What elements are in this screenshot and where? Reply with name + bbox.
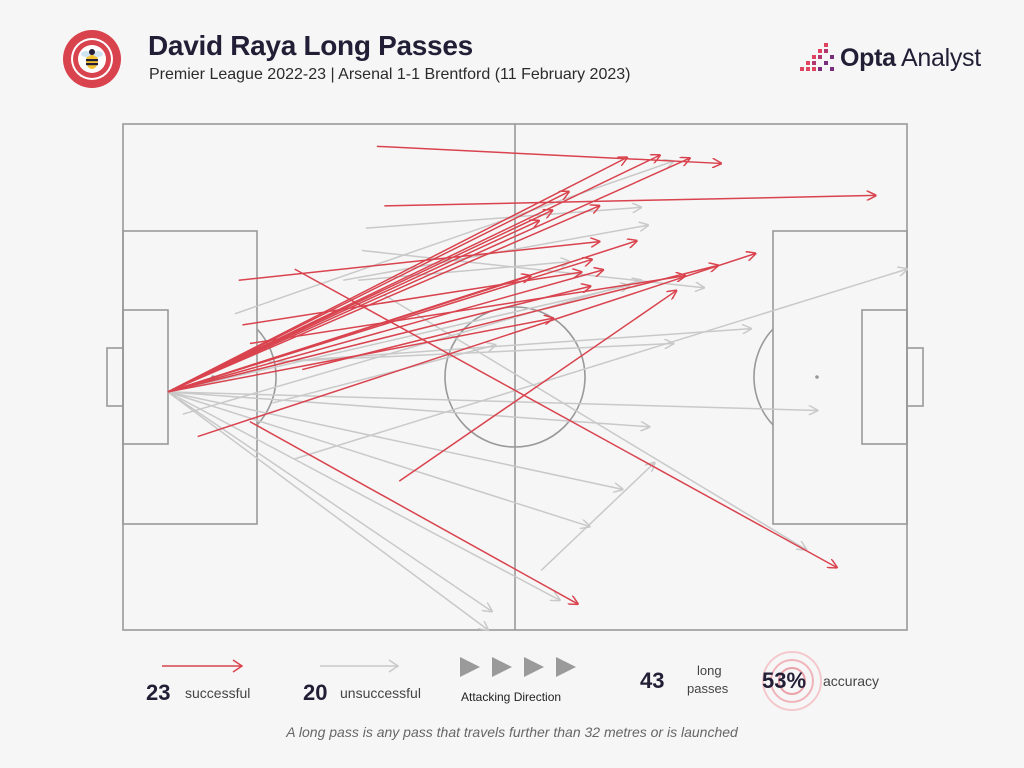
unsuccessful-passes [167,161,907,630]
successful-passes [167,145,876,604]
successful-pass-arrow [167,221,539,393]
successful-pass-arrow [167,276,531,393]
successful-pass-arrow [167,158,690,393]
total-long-passes: 43 [640,668,665,693]
unsuccessful-label: unsuccessful [340,685,421,701]
successful-pass-arrow [167,206,600,393]
successful-pass-arrow [249,420,578,604]
successful-pass-arrow [167,157,627,393]
attacking-direction-icon [460,657,576,677]
unsuccessful-pass-arrow [167,391,818,411]
successful-pass-arrow [398,291,676,482]
unsuccessful-pass-arrow [167,285,629,393]
opta-bars-icon [800,43,834,71]
opta-analyst-logo: Opta Analyst [800,41,981,75]
successful-arrow-icon [162,659,244,673]
successful-pass-arrow [294,268,837,567]
brentford-crest-icon [63,30,121,88]
unsuccessful-arrow-icon [320,659,400,673]
unsuccessful-pass-arrow [272,345,495,404]
pitch-markings [106,123,924,631]
successful-pass-arrow [249,276,685,345]
footnote: A long pass is any pass that travels fur… [286,724,738,740]
unsuccessful-pass-arrow [167,391,623,489]
unsuccessful-count: 20 [303,680,328,705]
successful-pass-arrow [197,253,756,438]
successful-count: 23 [146,680,171,705]
unsuccessful-pass-arrow [182,280,641,415]
unsuccessful-pass-arrow [540,463,654,572]
successful-pass-arrow [167,270,603,393]
page-title: David Raya Long Passes [148,30,473,61]
successful-pass-arrow [302,265,718,371]
successful-label: successful [185,685,251,701]
successful-pass-arrow [167,192,569,393]
total-label-line2: passes [687,681,729,696]
unsuccessful-pass-arrow [167,391,590,527]
unsuccessful-pass-arrow [167,391,560,600]
accuracy-value: 53% [762,668,807,693]
successful-pass-arrow [167,286,591,393]
unsuccessful-pass-arrow [167,391,650,427]
successful-pass-arrow [384,195,875,207]
successful-pass-arrow [238,242,600,282]
page-subtitle: Premier League 2022-23 | Arsenal 1-1 Bre… [149,66,631,83]
total-label-line1: long [697,663,722,678]
successful-pass-arrow [242,272,581,326]
brand-name-light: Analyst [895,43,981,72]
attacking-direction-label: Attacking Direction [461,690,562,704]
accuracy-label: accuracy [823,673,880,689]
unsuccessful-pass-arrow [178,398,492,611]
unsuccessful-pass-arrow [294,269,907,460]
unsuccessful-pass-arrow [234,161,673,315]
pitch-pass-map [106,123,924,638]
brand-name-bold: Opta [840,43,896,72]
successful-pass-arrow [376,145,721,163]
accuracy-target-icon [762,651,822,711]
unsuccessful-pass-arrow [167,391,488,630]
